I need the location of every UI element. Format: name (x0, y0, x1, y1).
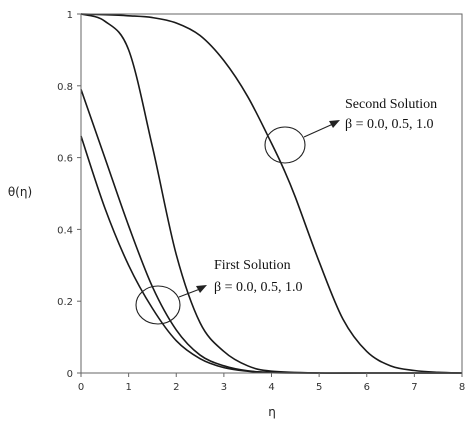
second-solution-ellipse (264, 126, 306, 164)
series-line-3 (80, 135, 462, 374)
x-axis-label: η (268, 405, 276, 419)
first-solution-title: First Solution (214, 258, 291, 273)
x-tick-label: 5 (316, 382, 322, 393)
second-solution-beta: β = 0.0, 0.5, 1.0 (345, 117, 434, 132)
second-solution-arrow (303, 123, 334, 138)
y-tick-label: 0 (67, 369, 73, 380)
y-tick-label: 0.2 (57, 297, 73, 308)
second-solution-arrowhead (329, 120, 340, 128)
series-line-1 (80, 13, 462, 374)
axis-ticks: 0 1 2 3 4 5 6 7 8 0 0.2 0.4 0.6 0.8 1 (57, 10, 465, 393)
y-axis-label: θ(η) (8, 185, 32, 199)
series-lines (80, 13, 463, 374)
x-tick-label: 6 (364, 382, 370, 393)
x-tick-label: 0 (78, 382, 84, 393)
second-solution-title: Second Solution (345, 97, 437, 112)
x-tick-label: 4 (268, 382, 274, 393)
y-tick-label: 0.8 (57, 82, 73, 93)
y-tick-label: 0.4 (57, 225, 73, 236)
x-tick-label: 3 (221, 382, 227, 393)
first-solution-arrow (178, 288, 201, 298)
x-tick-label: 1 (125, 382, 131, 393)
x-tick-label: 8 (459, 382, 465, 393)
x-tick-label: 2 (173, 382, 179, 393)
x-tick-label: 7 (411, 382, 417, 393)
y-tick-label: 0.6 (57, 154, 73, 165)
y-tick-label: 1 (67, 10, 73, 21)
plot-frame (80, 13, 463, 374)
first-solution-beta: β = 0.0, 0.5, 1.0 (214, 280, 303, 295)
first-solution-arrowhead (196, 285, 207, 293)
series-line-4 (80, 13, 463, 374)
first-solution-ellipse (135, 285, 181, 325)
